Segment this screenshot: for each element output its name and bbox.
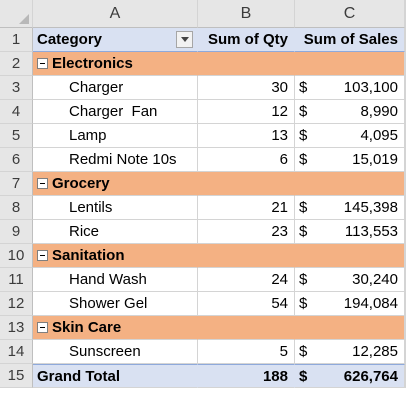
row-header[interactable]: 12 [0, 292, 33, 316]
row-header[interactable]: 14 [0, 340, 33, 364]
currency-symbol: $ [299, 199, 308, 216]
column-header-c[interactable]: C [295, 0, 405, 28]
row-header[interactable]: 2 [0, 52, 33, 76]
sales-value: 30,240 [352, 271, 398, 288]
group-row-label[interactable]: Grocery [33, 172, 198, 196]
row-header[interactable]: 13 [0, 316, 33, 340]
currency-symbol: $ [299, 295, 308, 312]
row-header[interactable]: 6 [0, 148, 33, 172]
group-name: Sanitation [52, 247, 125, 264]
item-sales-cell[interactable]: $4,095 [295, 124, 405, 148]
item-sales-cell[interactable]: $113,553 [295, 220, 405, 244]
group-qty-cell[interactable] [198, 316, 295, 340]
group-sales-cell[interactable] [295, 172, 405, 196]
currency-symbol: $ [299, 271, 308, 288]
row-header[interactable]: 7 [0, 172, 33, 196]
chevron-down-icon [180, 37, 189, 42]
group-sales-cell[interactable] [295, 244, 405, 268]
row-header[interactable]: 4 [0, 100, 33, 124]
grand-total-label[interactable]: Grand Total [33, 364, 198, 388]
select-all-corner[interactable] [0, 0, 33, 28]
item-name-cell[interactable]: Hand Wash [33, 268, 198, 292]
sales-value: 103,100 [343, 79, 398, 96]
sales-value: 113,553 [344, 223, 398, 240]
item-name-cell[interactable]: Lamp [33, 124, 198, 148]
item-sales-cell[interactable]: $194,084 [295, 292, 405, 316]
row-header[interactable]: 5 [0, 124, 33, 148]
item-qty-cell[interactable]: 30 [198, 76, 295, 100]
group-row-label[interactable]: Skin Care [33, 316, 198, 340]
item-sales-cell[interactable]: $103,100 [295, 76, 405, 100]
item-name-cell[interactable]: Charger [33, 76, 198, 100]
category-header-label: Category [37, 31, 103, 48]
collapse-icon[interactable] [37, 322, 48, 333]
item-qty-cell[interactable]: 23 [198, 220, 295, 244]
group-sales-cell[interactable] [295, 52, 405, 76]
row-header[interactable]: 15 [0, 364, 33, 388]
pivot-grid: A B C 1 Category Sum of Qty Sum of Sales… [0, 0, 406, 388]
pivot-header-sales[interactable]: Sum of Sales [295, 28, 405, 52]
currency-symbol: $ [299, 367, 308, 385]
group-name: Electronics [52, 55, 133, 72]
group-row-label[interactable]: Sanitation [33, 244, 198, 268]
row-header[interactable]: 8 [0, 196, 33, 220]
item-name-cell[interactable]: Redmi Note 10s [33, 148, 198, 172]
item-name-cell[interactable]: Sunscreen [33, 340, 198, 364]
column-header-b[interactable]: B [198, 0, 295, 28]
column-header-a[interactable]: A [33, 0, 198, 28]
grand-total-qty[interactable]: 188 [198, 364, 295, 388]
item-qty-cell[interactable]: 54 [198, 292, 295, 316]
sales-value: 15,019 [352, 151, 398, 168]
item-qty-cell[interactable]: 5 [198, 340, 295, 364]
group-qty-cell[interactable] [198, 52, 295, 76]
item-qty-cell[interactable]: 21 [198, 196, 295, 220]
row-header[interactable]: 1 [0, 28, 33, 52]
item-qty-cell[interactable]: 12 [198, 100, 295, 124]
sales-value: 626,764 [343, 367, 398, 385]
item-sales-cell[interactable]: $30,240 [295, 268, 405, 292]
currency-symbol: $ [299, 151, 308, 168]
item-qty-cell[interactable]: 6 [198, 148, 295, 172]
group-row-label[interactable]: Electronics [33, 52, 198, 76]
currency-symbol: $ [299, 103, 308, 120]
group-name: Skin Care [52, 319, 122, 336]
collapse-icon[interactable] [37, 250, 48, 261]
group-qty-cell[interactable] [198, 172, 295, 196]
pivot-header-qty[interactable]: Sum of Qty [198, 28, 295, 52]
collapse-icon[interactable] [37, 178, 48, 189]
row-header[interactable]: 3 [0, 76, 33, 100]
sales-value: 145,398 [343, 199, 398, 216]
filter-dropdown-button[interactable] [176, 31, 193, 48]
pivot-header-category[interactable]: Category [33, 28, 198, 52]
item-name-cell[interactable]: Shower Gel [33, 292, 198, 316]
sales-value: 4,095 [360, 127, 398, 144]
collapse-icon[interactable] [37, 58, 48, 69]
item-qty-cell[interactable]: 24 [198, 268, 295, 292]
currency-symbol: $ [299, 127, 308, 144]
sales-value: 12,285 [352, 343, 398, 360]
row-header[interactable]: 9 [0, 220, 33, 244]
item-sales-cell[interactable]: $145,398 [295, 196, 405, 220]
item-name-cell[interactable]: Rice [33, 220, 198, 244]
item-name-cell[interactable]: Lentils [33, 196, 198, 220]
row-header[interactable]: 10 [0, 244, 33, 268]
sales-value: 194,084 [343, 295, 398, 312]
currency-symbol: $ [299, 79, 308, 96]
group-name: Grocery [52, 175, 110, 192]
sales-value: 8,990 [360, 103, 398, 120]
currency-symbol: $ [299, 223, 308, 240]
group-sales-cell[interactable] [295, 316, 405, 340]
item-sales-cell[interactable]: $15,019 [295, 148, 405, 172]
item-name-cell[interactable]: Charger Fan [33, 100, 198, 124]
group-qty-cell[interactable] [198, 244, 295, 268]
grand-total-sales[interactable]: $626,764 [295, 364, 405, 388]
row-header[interactable]: 11 [0, 268, 33, 292]
currency-symbol: $ [299, 343, 308, 360]
item-qty-cell[interactable]: 13 [198, 124, 295, 148]
item-sales-cell[interactable]: $12,285 [295, 340, 405, 364]
item-sales-cell[interactable]: $8,990 [295, 100, 405, 124]
